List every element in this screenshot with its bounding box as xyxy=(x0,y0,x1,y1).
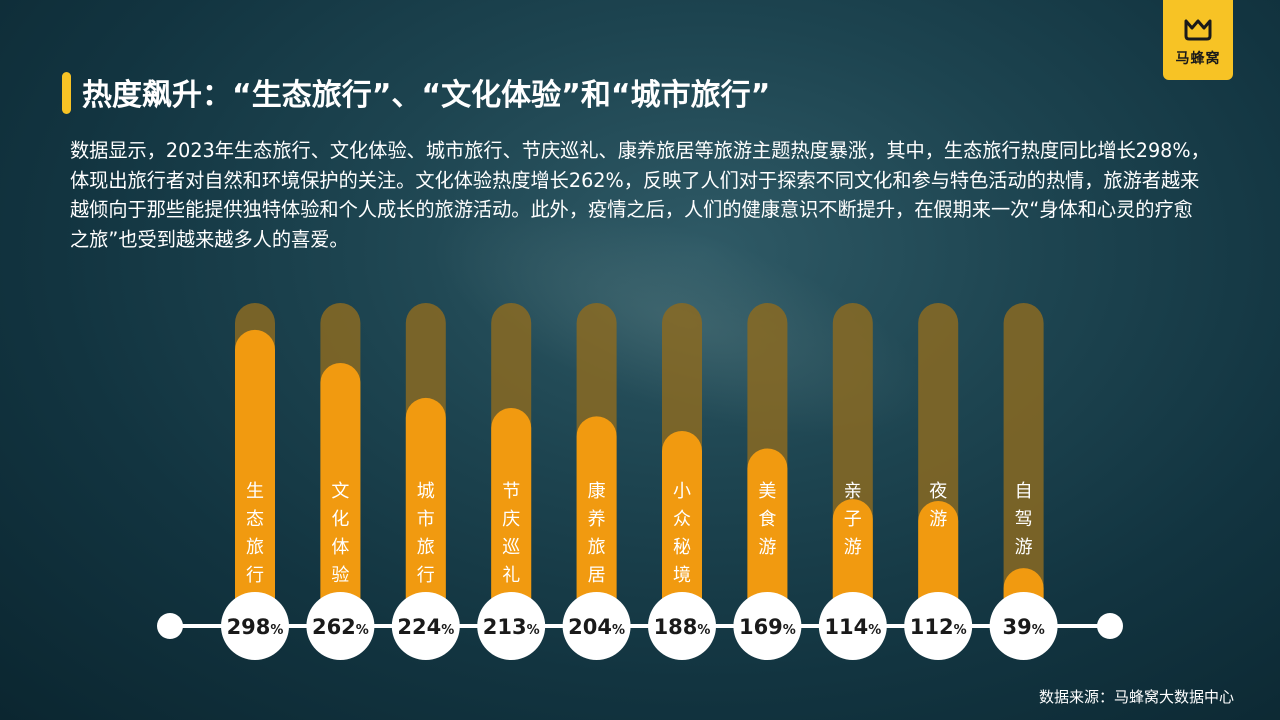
category-label: 生态旅行 xyxy=(246,481,264,586)
value-label: 188% xyxy=(654,615,711,639)
bar xyxy=(320,362,361,624)
bar-group: 文化体验 262% xyxy=(306,303,375,660)
category-label: 亲子游 xyxy=(844,481,862,558)
bar xyxy=(235,329,275,624)
page-description: 数据显示，2023年生态旅行、文化体验、城市旅行、节庆巡礼、康养旅居等旅游主题热… xyxy=(70,139,1210,251)
bar xyxy=(918,500,959,624)
bar-group: 康养旅居 204% xyxy=(562,303,631,660)
axis-end-dot xyxy=(1097,613,1123,639)
value-circle xyxy=(818,592,887,660)
bar-group: 生态旅行 298% xyxy=(221,303,289,660)
value-label: 112% xyxy=(910,615,967,639)
bar xyxy=(576,416,617,624)
value-label: 169% xyxy=(739,615,796,639)
bar-group: 自驾游 39% xyxy=(989,303,1058,660)
bar xyxy=(747,448,788,624)
value-circle xyxy=(904,592,973,660)
category-label: 美食游 xyxy=(758,481,776,558)
value-label: 213% xyxy=(483,615,540,639)
value-label: 39% xyxy=(1002,615,1044,639)
axis-start-dot xyxy=(157,613,183,639)
bar-group: 城市旅行 224% xyxy=(391,303,460,660)
value-circle xyxy=(221,592,289,660)
value-label: 114% xyxy=(824,615,881,639)
bar-group: 亲子游 114% xyxy=(818,303,887,660)
value-label: 262% xyxy=(312,615,369,639)
category-label: 小众秘境 xyxy=(673,481,691,586)
title-accent-bar xyxy=(62,72,71,114)
category-label: 夜游 xyxy=(929,481,947,530)
category-label: 城市旅行 xyxy=(417,481,435,586)
value-circle xyxy=(477,592,546,660)
bar-track xyxy=(1003,303,1044,624)
logo-mark-icon xyxy=(1184,19,1212,41)
value-label: 204% xyxy=(568,615,625,639)
category-label: 节庆巡礼 xyxy=(502,481,520,586)
bar xyxy=(662,431,702,624)
category-label: 康养旅居 xyxy=(588,481,606,586)
data-source: 数据来源：马蜂窝大数据中心 xyxy=(1038,688,1234,706)
bar xyxy=(405,397,446,624)
category-label: 自驾游 xyxy=(1015,481,1033,558)
value-circle xyxy=(306,592,375,660)
value-circle xyxy=(733,592,802,660)
value-circle xyxy=(562,592,631,660)
category-label: 文化体验 xyxy=(331,481,349,586)
value-circle xyxy=(989,592,1058,660)
bar xyxy=(491,408,532,624)
bar-group: 小众秘境 188% xyxy=(648,303,716,660)
page-title: 热度飙升：“生态旅行”、“文化体验”和“城市旅行” xyxy=(82,78,771,113)
value-circle xyxy=(391,592,460,660)
brand-logo: 马蜂窝 xyxy=(1163,0,1233,80)
value-circle xyxy=(648,592,716,660)
logo-text: 马蜂窝 xyxy=(1175,51,1221,67)
value-label: 224% xyxy=(397,615,454,639)
bar-group: 夜游 112% xyxy=(904,303,973,660)
bar-group: 节庆巡礼 213% xyxy=(477,303,546,660)
bar xyxy=(832,499,873,624)
value-label: 298% xyxy=(227,615,284,639)
bar-group: 美食游 169% xyxy=(733,303,802,660)
